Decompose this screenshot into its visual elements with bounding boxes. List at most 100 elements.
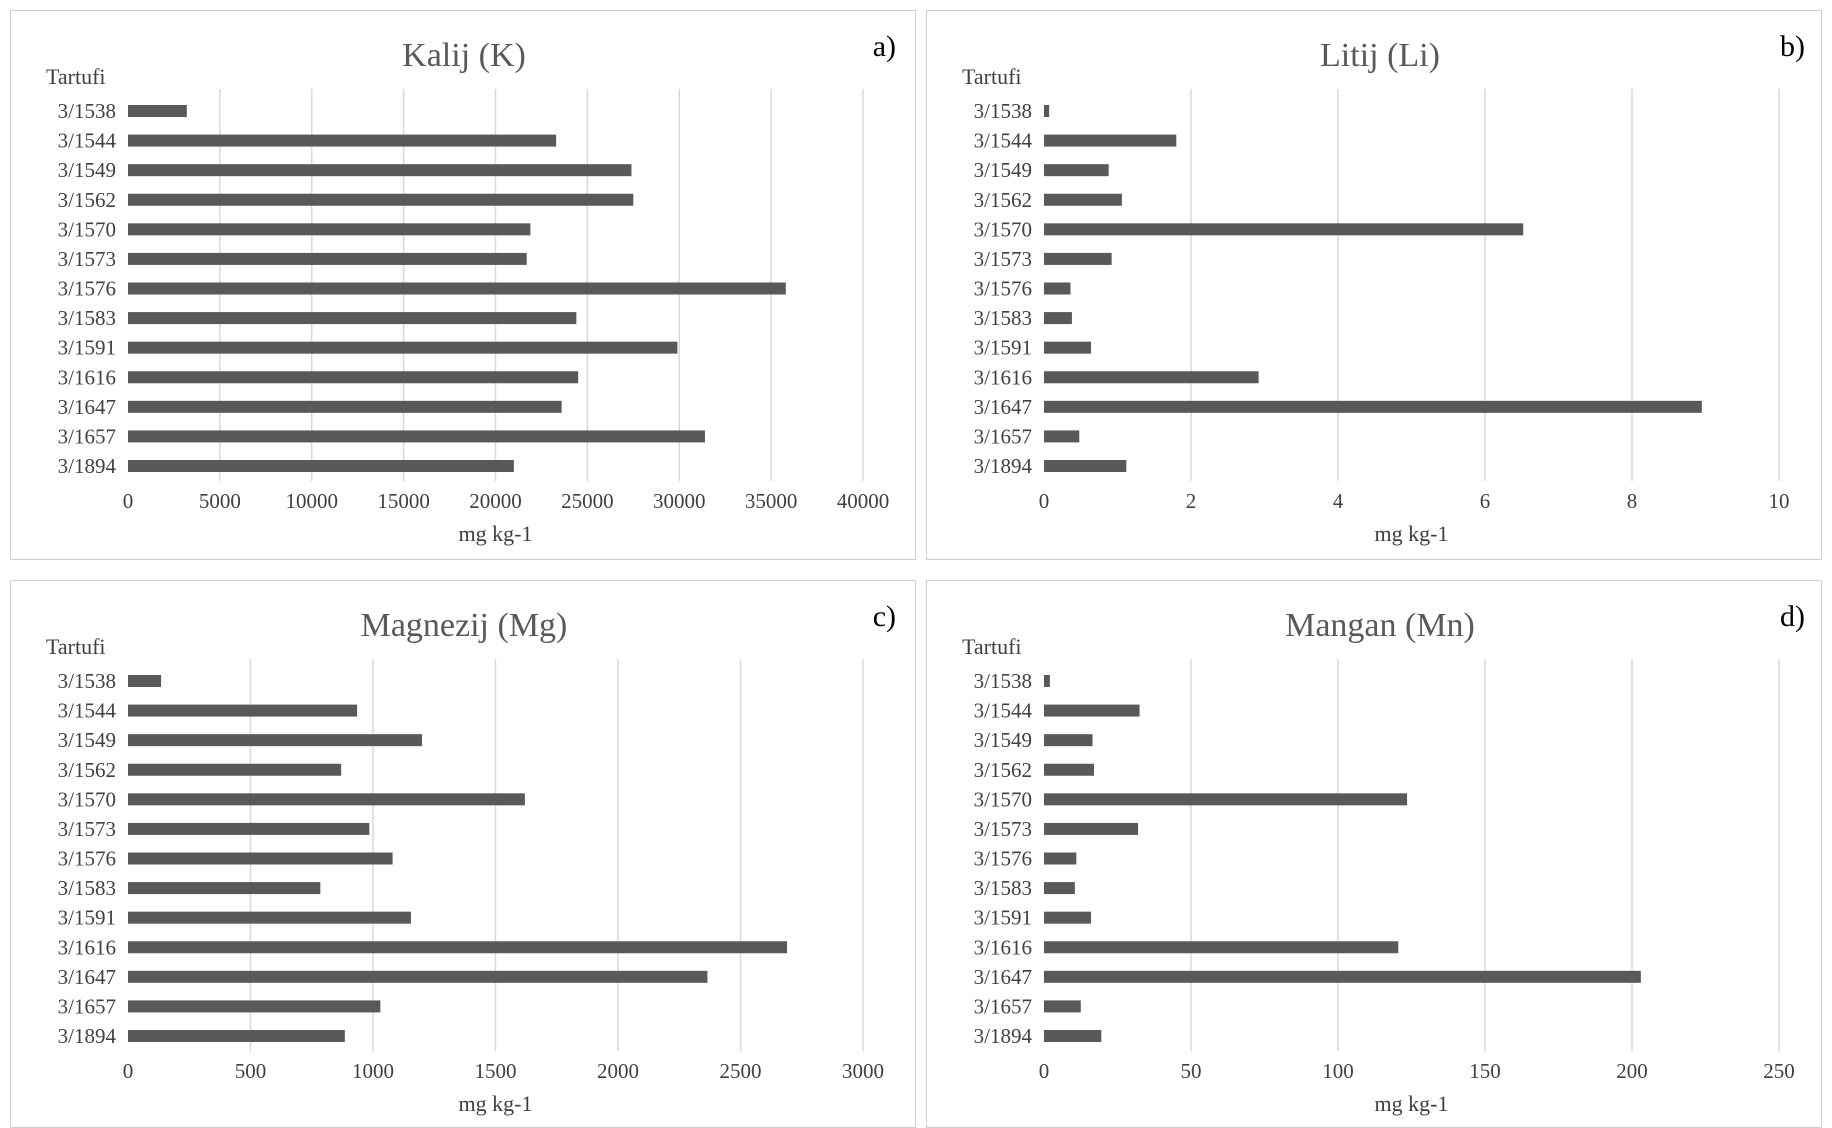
x-tick-label: 0 bbox=[123, 1059, 134, 1083]
chart-title: Litij (Li) bbox=[1320, 37, 1440, 74]
bar bbox=[1044, 312, 1072, 325]
x-tick-label: 2 bbox=[1186, 489, 1197, 513]
y-axis-title: Tartufi bbox=[46, 64, 106, 89]
category-label: 3/1583 bbox=[974, 306, 1032, 330]
category-label: 3/1538 bbox=[58, 669, 116, 693]
bar bbox=[128, 400, 562, 413]
bar bbox=[128, 193, 634, 206]
x-tick-label: 25000 bbox=[561, 489, 614, 513]
category-label: 3/1570 bbox=[58, 217, 116, 241]
y-axis-title: Tartufi bbox=[962, 64, 1022, 89]
chart-svg: 3/1538 3/1544 3/1549 3/1562 3/1570 3/1573 3/15… bbox=[962, 30, 1805, 546]
bar bbox=[128, 371, 579, 384]
category-label: 3/1570 bbox=[974, 217, 1032, 241]
bar bbox=[1044, 734, 1093, 747]
chart-panel-3: 3/1538 3/1544 3/1549 3/1562 3/1570 3/1573 3/15… bbox=[10, 580, 916, 1128]
panel-label: a) bbox=[873, 30, 896, 63]
bar bbox=[1044, 675, 1050, 687]
y-axis-title: Tartufi bbox=[962, 634, 1022, 659]
x-tick-label: 0 bbox=[1039, 1059, 1050, 1083]
bar bbox=[1044, 852, 1077, 865]
bar bbox=[1044, 105, 1050, 117]
category-label: 3/1562 bbox=[58, 758, 116, 782]
category-label: 3/1573 bbox=[974, 817, 1032, 841]
bar bbox=[1044, 911, 1092, 924]
bar bbox=[128, 1030, 345, 1042]
panel-label: d) bbox=[1780, 600, 1805, 633]
bar bbox=[128, 252, 527, 265]
category-label: 3/1562 bbox=[58, 188, 116, 212]
x-tick-label: 3000 bbox=[842, 1059, 884, 1083]
category-label: 3/1562 bbox=[974, 758, 1032, 782]
category-label: 3/1544 bbox=[974, 699, 1033, 723]
bar bbox=[128, 164, 632, 177]
category-label: 3/1583 bbox=[58, 306, 116, 330]
bar bbox=[128, 1000, 381, 1013]
category-label: 3/1647 bbox=[974, 965, 1032, 989]
category-label: 3/1562 bbox=[974, 188, 1032, 212]
bar bbox=[128, 734, 422, 747]
bar bbox=[1044, 1000, 1081, 1013]
category-label: 3/1591 bbox=[58, 906, 116, 930]
category-label: 3/1591 bbox=[974, 906, 1032, 930]
chart-title: Kalij (K) bbox=[402, 37, 526, 74]
bar bbox=[128, 822, 370, 835]
category-label: 3/1549 bbox=[974, 158, 1032, 182]
category-label: 3/1894 bbox=[974, 1024, 1033, 1048]
category-label: 3/1538 bbox=[58, 99, 116, 123]
x-tick-label: 50 bbox=[1181, 1059, 1202, 1083]
x-tick-label: 6 bbox=[1480, 489, 1491, 513]
category-label: 3/1570 bbox=[974, 787, 1032, 811]
x-axis-title: mg kg-1 bbox=[459, 521, 533, 546]
x-tick-label: 20000 bbox=[469, 489, 522, 513]
chart-panel-1: 3/1538 3/1544 3/1549 3/1562 3/1570 3/1573 3/15… bbox=[10, 10, 916, 560]
bar bbox=[1044, 882, 1075, 895]
category-label: 3/1583 bbox=[58, 876, 116, 900]
category-label: 3/1657 bbox=[974, 424, 1032, 448]
category-label: 3/1544 bbox=[58, 129, 117, 153]
bar bbox=[128, 341, 678, 354]
x-tick-label: 10 bbox=[1769, 489, 1790, 513]
x-axis-title: mg kg-1 bbox=[459, 1091, 533, 1116]
panel-label: c) bbox=[873, 600, 896, 633]
category-label: 3/1591 bbox=[58, 336, 116, 360]
chart-panel-4: 3/1538 3/1544 3/1549 3/1562 3/1570 3/1573 3/15… bbox=[926, 580, 1822, 1128]
category-label: 3/1573 bbox=[58, 247, 116, 271]
category-label: 3/1549 bbox=[974, 728, 1032, 752]
bar bbox=[1044, 704, 1140, 717]
bar bbox=[1044, 970, 1641, 983]
bar bbox=[128, 460, 514, 472]
bar bbox=[128, 852, 393, 865]
y-axis-title: Tartufi bbox=[46, 634, 106, 659]
chart-panel-2: 3/1538 3/1544 3/1549 3/1562 3/1570 3/1573 3/15… bbox=[926, 10, 1822, 560]
category-label: 3/1647 bbox=[58, 395, 116, 419]
bar bbox=[1044, 763, 1094, 776]
category-label: 3/1538 bbox=[974, 99, 1032, 123]
bar bbox=[1044, 793, 1408, 806]
bar bbox=[1044, 1030, 1102, 1042]
x-tick-label: 1000 bbox=[352, 1059, 394, 1083]
panel-label: b) bbox=[1780, 30, 1805, 63]
bar bbox=[128, 282, 786, 295]
bar bbox=[1044, 430, 1080, 443]
chart-title: Mangan (Mn) bbox=[1285, 607, 1475, 644]
category-label: 3/1894 bbox=[974, 454, 1033, 478]
x-tick-label: 10000 bbox=[286, 489, 339, 513]
bar bbox=[1044, 822, 1139, 835]
category-label: 3/1657 bbox=[58, 424, 116, 448]
chart-svg: 3/1538 3/1544 3/1549 3/1562 3/1570 3/1573 3/15… bbox=[962, 600, 1805, 1116]
bar bbox=[128, 793, 525, 806]
x-tick-label: 150 bbox=[1469, 1059, 1501, 1083]
bar bbox=[1044, 282, 1071, 295]
category-label: 3/1616 bbox=[58, 935, 116, 959]
bar bbox=[128, 430, 705, 443]
bar bbox=[128, 134, 557, 147]
category-label: 3/1576 bbox=[974, 847, 1032, 871]
x-tick-label: 5000 bbox=[199, 489, 241, 513]
category-label: 3/1894 bbox=[58, 454, 117, 478]
bar bbox=[1044, 252, 1112, 265]
category-label: 3/1616 bbox=[974, 935, 1032, 959]
category-label: 3/1647 bbox=[974, 395, 1032, 419]
category-label: 3/1647 bbox=[58, 965, 116, 989]
